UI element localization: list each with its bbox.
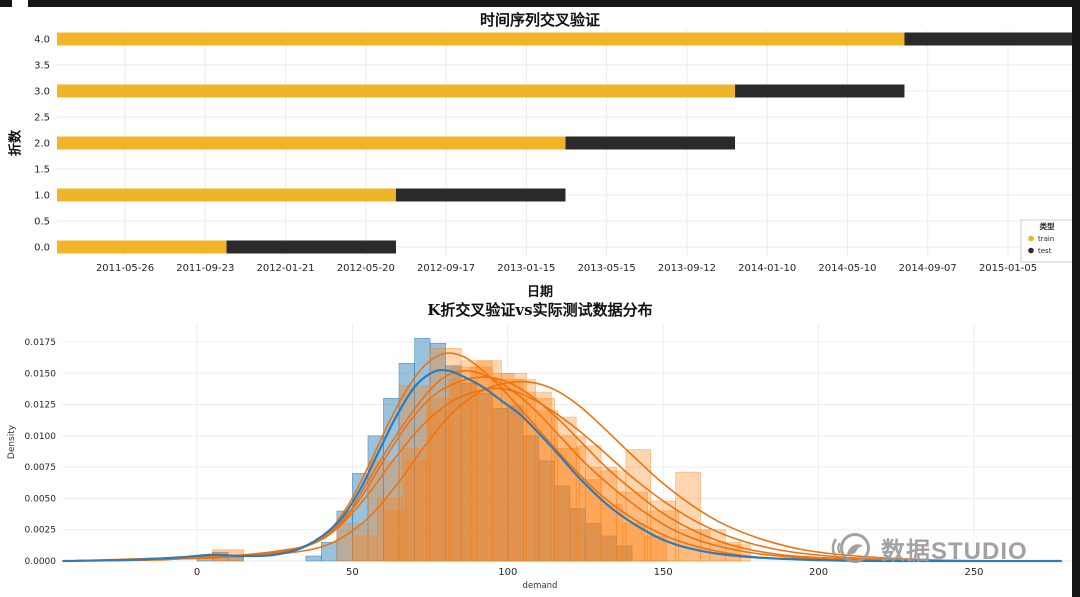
x-tick-label: 250 [964, 567, 983, 578]
distribution-plot: 0.0000 0.0025 0.0050 0.0075 0.0100 0.0125 0.01… [25, 324, 1074, 578]
y-tick-label: 2.0 [34, 139, 50, 150]
watermark: 数据STUDIO [828, 528, 1028, 568]
distribution-chart: 0.0000 0.0025 0.0050 0.0075 0.0100 0.0125 0.01… [0, 296, 1080, 597]
y-tick-label: 0.0175 [25, 338, 57, 348]
distribution-xlabel: demand [522, 581, 558, 591]
x-tick-label: 2012-01-21 [256, 263, 314, 274]
y-tick-label: 1.5 [34, 165, 50, 176]
x-tick-label: 2013-05-15 [578, 263, 636, 274]
kde-curve-orange-5 [62, 387, 1062, 562]
train-bar [57, 240, 227, 254]
test-bar [226, 240, 396, 254]
y-tick-label: 2.5 [34, 113, 50, 124]
test-bar [735, 84, 905, 98]
hist-bar-orange-3 [376, 498, 403, 562]
y-tick-label: 3.5 [34, 61, 50, 72]
train-bar [57, 136, 566, 150]
y-tick-label: 0.0025 [25, 526, 57, 536]
x-tick-label: 2014-05-10 [818, 263, 876, 274]
watermark-text: 数据STUDIO [881, 537, 1028, 565]
timeseries-cv-chart: 4.0 3.5 3.0 2.5 2.0 1.5 1.0 0.5 0.0 2011-05-26 201… [0, 8, 1080, 296]
studio-logo-icon [831, 533, 870, 563]
x-tick-label: 100 [498, 567, 517, 578]
x-tick-label: 2011-09-23 [176, 263, 234, 274]
distribution-ylabel: Density [7, 424, 17, 460]
hist-bar-orange-3 [476, 360, 502, 562]
legend-label: test [1038, 247, 1052, 255]
legend-title: 类型 [1040, 221, 1056, 231]
y-tick-label: 0.0000 [25, 557, 57, 567]
hist-bar-orange-3 [401, 448, 428, 562]
y-tick-label: 4.0 [34, 35, 50, 46]
hist-bar-orange-3 [551, 416, 577, 562]
legend-label: train [1038, 235, 1054, 243]
x-tick-label: 50 [346, 567, 359, 578]
y-tick-label: 0.0125 [25, 401, 57, 411]
hist-bar-orange-3 [426, 398, 453, 562]
hist-bar-orange-3 [526, 391, 552, 562]
timeseries-cv-plot: 4.0 3.5 3.0 2.5 2.0 1.5 1.0 0.5 0.0 2011-05-26 201… [34, 30, 1075, 274]
timeseries-cv-xlabel: 日期 [526, 285, 553, 300]
train-bar [57, 188, 396, 202]
x-tick-label: 200 [809, 567, 828, 578]
legend-marker [1028, 247, 1034, 254]
y-tick-label: 1.0 [34, 191, 50, 202]
y-tick-label: 0.0 [34, 243, 50, 254]
x-tick-label: 2012-09-17 [417, 263, 475, 274]
x-tick-label: 0 [194, 567, 200, 578]
y-tick-label: 3.0 [34, 87, 50, 98]
top-border-bar [28, 0, 1080, 7]
distribution-title: K折交叉验证vs实际测试数据分布 [427, 301, 653, 319]
hist-bar-orange-3 [352, 535, 378, 562]
top-border-bar [0, 0, 12, 7]
kde-curve-blue [62, 368, 1063, 563]
y-tick-label: 0.5 [34, 217, 50, 228]
train-bar [57, 84, 736, 98]
x-tick-label: 2013-01-15 [497, 263, 555, 274]
right-border-bar [1072, 0, 1080, 597]
x-tick-label: 2013-09-12 [658, 263, 716, 274]
hist-bar-blue [321, 541, 338, 562]
legend-marker [1028, 235, 1034, 242]
x-tick-label: 2012-05-20 [337, 263, 395, 274]
timeseries-cv-ylabel: 折数 [8, 129, 24, 157]
x-tick-label: 2011-05-26 [96, 263, 154, 274]
timeseries-cv-title: 时间序列交叉验证 [479, 11, 600, 29]
hist-bar-orange-3 [625, 449, 652, 562]
y-tick-label: 0.0075 [25, 463, 57, 473]
y-tick-label: 0.0150 [25, 369, 57, 379]
y-tick-label: 0.0100 [25, 432, 57, 442]
x-tick-label: 150 [654, 567, 673, 578]
kde-curve-orange-3 [62, 380, 1062, 562]
x-tick-label: 2014-09-07 [899, 263, 957, 274]
hist-bar-blue [305, 555, 322, 562]
y-tick-label: 0.0050 [25, 494, 57, 504]
hist-bar-orange-3 [575, 445, 602, 562]
test-bar [904, 32, 1074, 46]
test-bar [565, 136, 736, 150]
x-tick-label: 2014-01-10 [738, 263, 796, 274]
x-tick-label: 2015-01-05 [979, 263, 1037, 274]
train-bar [57, 32, 905, 46]
test-bar [395, 188, 566, 202]
hist-bar-orange-1 [491, 379, 524, 562]
